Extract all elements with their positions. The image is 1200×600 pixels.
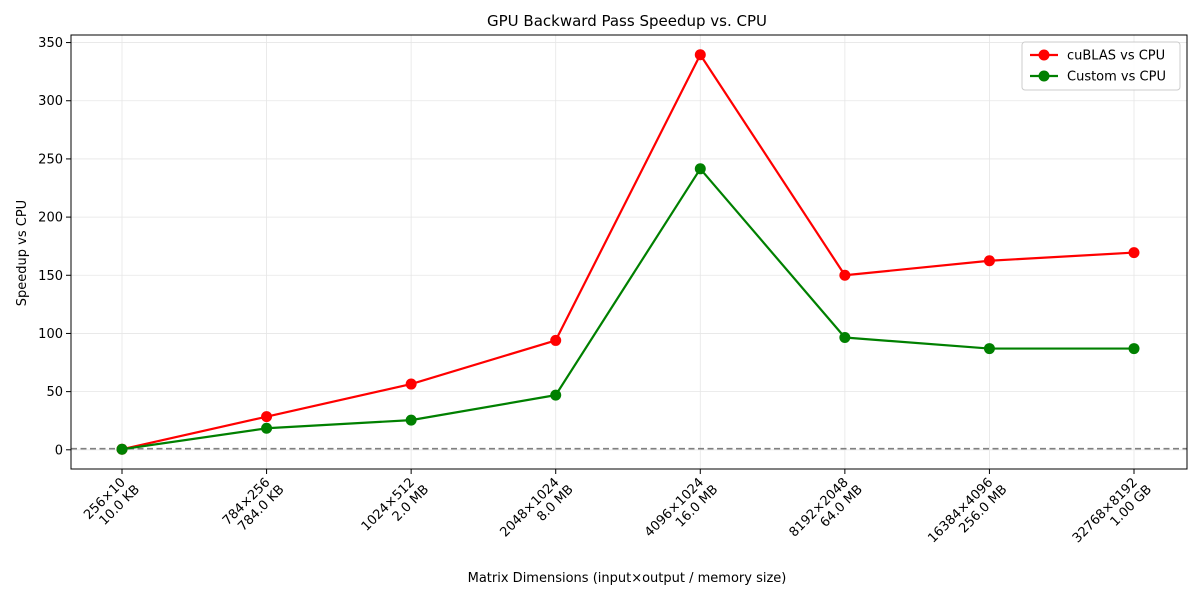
y-tick-label: 50 [46, 385, 63, 400]
y-axis: 0 50 100 150 200 250 300 350 [38, 36, 71, 458]
y-tick-label: 100 [38, 327, 63, 342]
data-point [261, 411, 273, 423]
data-point [694, 49, 706, 61]
y-tick-label: 350 [38, 36, 63, 51]
x-tick-label: 2048×10248.0 MB [497, 472, 576, 551]
data-point [839, 269, 851, 281]
data-point [405, 414, 417, 426]
y-axis-label: Speedup vs CPU [15, 200, 30, 306]
y-tick-label: 0 [55, 443, 63, 458]
y-tick-label: 150 [38, 269, 63, 284]
legend-swatch-marker [1038, 70, 1050, 82]
chart-title: GPU Backward Pass Speedup vs. CPU [487, 12, 767, 30]
x-tick-label: 256×1010.0 KB [81, 472, 143, 534]
data-point [983, 255, 995, 267]
series-1 [116, 49, 1140, 455]
x-axis-label: Matrix Dimensions (input×output / memory… [468, 571, 787, 586]
grid-layer [71, 35, 1187, 469]
x-tick-label: 1024×5122.0 MB [359, 472, 432, 545]
series-line [121, 167, 1134, 451]
legend-box [1021, 41, 1181, 91]
x-tick-label: 32768×81921.00 GB [1070, 472, 1155, 557]
y-tick-label: 200 [38, 211, 63, 226]
data-point [550, 334, 562, 346]
series-2 [116, 163, 1140, 455]
legend-label: cuBLAS vs CPU [1067, 49, 1165, 64]
data-point [261, 422, 273, 434]
data-point [839, 332, 851, 344]
series-line [121, 53, 1135, 451]
legend-label: Custom vs CPU [1067, 70, 1166, 85]
x-axis: 256×1010.0 KB 784×256784.0 KB 1024×5122.0 … [81, 469, 1155, 557]
y-tick-label: 250 [38, 152, 63, 167]
x-tick-label: 8192×204864.0 MB [787, 472, 866, 551]
plot-frame [70, 34, 1188, 470]
data-point [405, 378, 417, 390]
x-tick-label: 784×256784.0 KB [220, 472, 288, 540]
x-tick-label: 4096×102416.0 MB [642, 472, 721, 551]
data-point [694, 163, 706, 175]
y-tick-label: 300 [38, 94, 63, 109]
legend: cuBLAS vs CPU Custom vs CPU [1021, 41, 1181, 91]
data-point [1128, 343, 1140, 355]
legend-swatch-marker [1038, 49, 1050, 61]
data-point [983, 343, 995, 355]
series-layer [116, 49, 1140, 455]
x-tick-label: 16384×4096256.0 MB [925, 472, 1010, 557]
data-point [550, 389, 562, 401]
data-point [1128, 247, 1140, 259]
data-point [116, 443, 128, 455]
